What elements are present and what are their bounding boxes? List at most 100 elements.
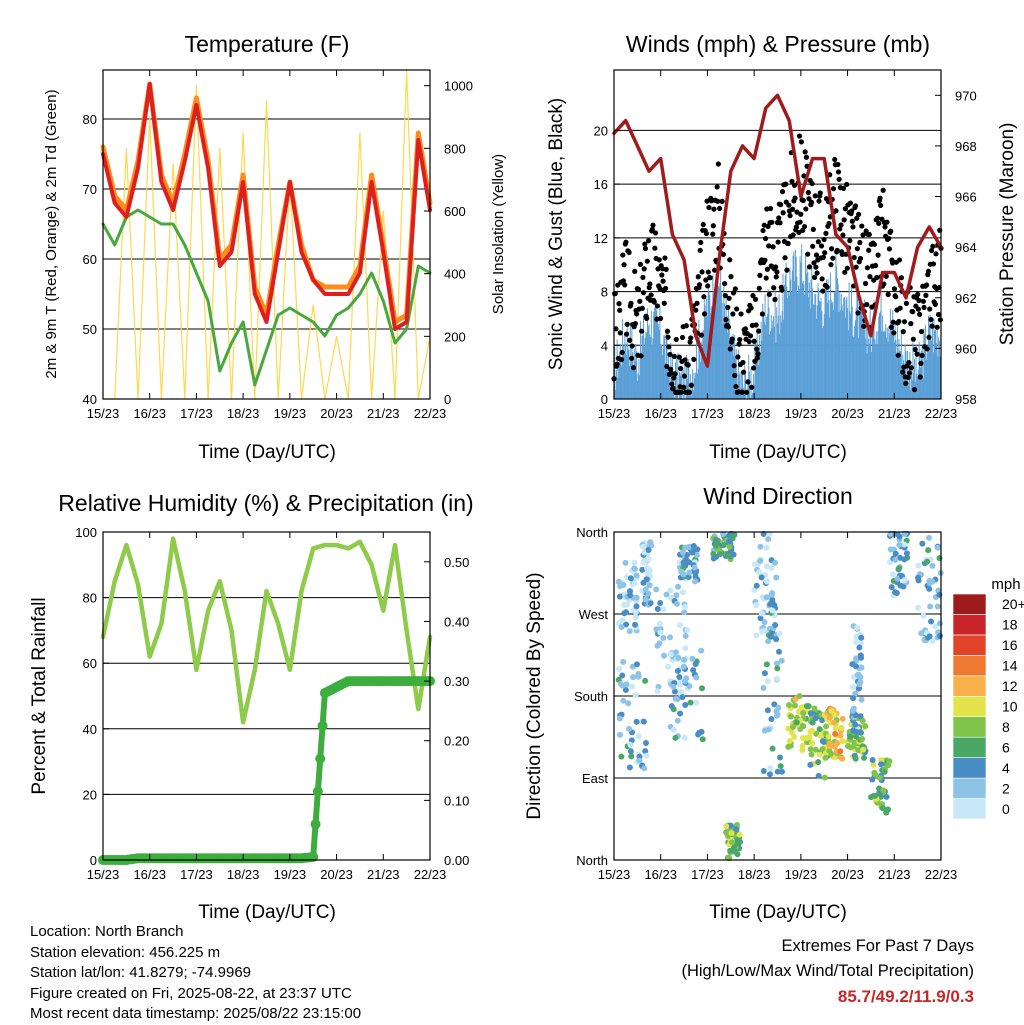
direction-point [645,590,652,597]
direction-point [807,761,814,768]
gust-point [641,266,647,272]
direction-point [626,628,633,635]
gust-point [764,206,770,212]
gust-point [798,211,804,217]
extremes-title: Extremes For Past 7 Days [781,937,974,955]
direction-point [692,546,699,553]
colorbar-label: 4 [1002,760,1010,776]
gust-point [626,249,632,256]
direction-point [778,657,785,664]
direction-point [777,754,784,761]
direction-point [698,647,705,654]
x-tick-label: 19/23 [785,867,818,882]
gust-point [851,254,857,261]
direction-point [812,715,819,722]
gust-point [911,386,918,393]
direction-point [857,713,864,720]
gust-point [820,254,827,260]
direction-point [678,568,685,575]
direction-point [690,667,697,674]
gust-point [736,341,742,347]
x-tick-label: 22/23 [414,867,447,882]
gust-point [918,360,924,366]
gust-point [923,282,930,288]
gust-point [806,264,813,270]
y-tick-label: North [576,525,608,540]
gust-point [891,330,897,336]
gust-point [928,316,934,323]
colorbar-label: 0 [1002,801,1010,817]
direction-point [673,600,680,607]
gust-point [849,208,855,214]
gust-point [749,322,755,328]
direction-point [670,726,677,733]
gust-point [725,304,731,311]
direction-point [847,733,854,740]
wind-direction-chart: Wind Direction North East South West North 1… [524,483,1024,923]
direction-point [857,674,864,681]
gust-point [866,247,872,253]
gust-point [771,285,777,291]
gust-point [651,299,657,305]
gust-point [660,278,666,284]
gust-point [800,227,806,234]
gust-point [671,353,677,360]
gust-point [864,302,870,308]
y-tick-label: 20 [83,787,97,802]
y-right-tick-label: 962 [955,291,977,306]
x-tick-label: 15/23 [87,406,120,421]
direction-point [642,739,649,746]
gust-point [719,198,725,204]
direction-point [825,733,832,740]
gust-point [748,305,754,311]
direction-point [850,727,857,734]
precip-point [317,720,328,731]
direction-point [773,708,780,715]
gust-point [671,375,677,381]
direction-point [631,559,638,566]
humidity-precip-chart: Relative Humidity (%) & Precipitation (i… [29,490,474,923]
direction-point [731,848,738,855]
gust-point [727,346,733,352]
gust-point [808,199,815,205]
direction-point [773,675,780,682]
gust-point [828,262,834,268]
gust-point [815,239,821,245]
direction-point [819,746,826,753]
direction-point [626,592,633,599]
direction-point [889,571,896,578]
gust-point [686,389,693,395]
gust-point [704,198,710,204]
gust-point [752,296,759,302]
y-right-tick-label: 400 [444,267,466,282]
gust-point [694,300,700,306]
direction-point [796,693,803,700]
x-tick-label: 20/23 [831,406,864,421]
direction-point [633,603,640,610]
gust-point [749,384,755,390]
colorbar-swatch [952,675,987,697]
gust-point [803,206,809,212]
gust-point [810,243,816,249]
direction-point [616,666,623,673]
gust-point [896,318,902,325]
gust-point [835,169,842,175]
gust-point [779,188,786,195]
gust-point [751,338,757,344]
direction-point [682,702,689,709]
gust-point [756,328,762,334]
direction-point [872,771,879,778]
left-axis-ticks: 0 4 8 12 16 20 [594,123,620,407]
direction-point [657,600,664,607]
direction-point [826,714,833,721]
direction-point [698,728,705,735]
direction-point [786,737,793,744]
direction-point [623,621,630,628]
direction-point [926,534,933,541]
created-text: Figure created on Fri, 2025-08-22, at 23… [30,984,352,1002]
gust-point [662,285,669,291]
gust-point [754,355,760,361]
chart-title: Wind Direction [703,483,853,509]
direction-point [640,718,647,725]
gust-point [779,287,785,293]
